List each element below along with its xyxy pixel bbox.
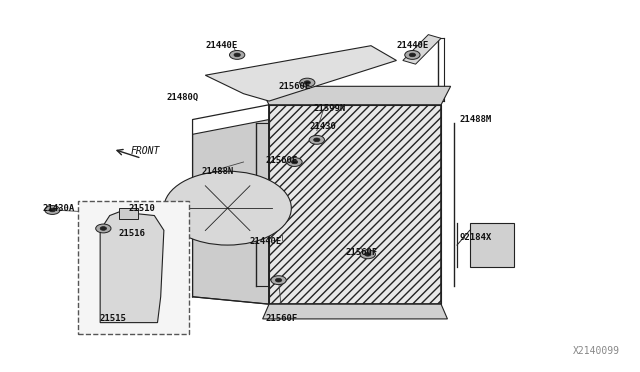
Circle shape (96, 224, 111, 233)
Circle shape (271, 276, 286, 285)
Circle shape (360, 250, 376, 259)
Circle shape (314, 138, 320, 142)
Text: FRONT: FRONT (130, 146, 159, 156)
Text: 21560F: 21560F (346, 248, 378, 257)
Bar (269, 105, 441, 304)
Text: 21488N: 21488N (202, 167, 234, 176)
Circle shape (287, 158, 302, 166)
Circle shape (404, 51, 420, 60)
Circle shape (304, 81, 310, 84)
Bar (470, 223, 515, 267)
Text: 92184X: 92184X (460, 233, 492, 242)
Polygon shape (259, 86, 451, 105)
Text: 21560F: 21560F (266, 314, 298, 323)
Circle shape (300, 78, 315, 87)
Text: 21510: 21510 (128, 203, 155, 213)
Text: 21480Q: 21480Q (167, 93, 199, 102)
Circle shape (365, 253, 371, 256)
Text: 21515: 21515 (99, 314, 126, 323)
Circle shape (100, 227, 106, 230)
Text: 21560E: 21560E (266, 155, 298, 165)
Circle shape (291, 160, 298, 164)
Circle shape (275, 278, 282, 282)
Text: 21440E: 21440E (205, 41, 237, 50)
Text: 21599N: 21599N (314, 104, 346, 113)
Text: 21430A: 21430A (43, 203, 75, 213)
Circle shape (309, 135, 324, 144)
Bar (119, 208, 138, 219)
Bar (78, 201, 189, 334)
Text: 21440E: 21440E (396, 41, 429, 50)
Text: 21440E: 21440E (250, 237, 282, 246)
Polygon shape (193, 119, 269, 304)
Circle shape (45, 206, 60, 214)
Circle shape (409, 53, 415, 57)
Circle shape (234, 53, 241, 57)
Polygon shape (262, 304, 447, 319)
Text: 21488M: 21488M (460, 115, 492, 124)
Circle shape (230, 51, 245, 60)
Text: X2140099: X2140099 (573, 346, 620, 356)
Polygon shape (100, 212, 164, 323)
Text: 21516: 21516 (118, 230, 145, 238)
Polygon shape (403, 35, 441, 64)
Circle shape (49, 208, 56, 212)
Polygon shape (205, 46, 396, 101)
Text: 21430: 21430 (310, 122, 337, 131)
Circle shape (164, 171, 291, 245)
Text: 21560E: 21560E (278, 82, 310, 91)
